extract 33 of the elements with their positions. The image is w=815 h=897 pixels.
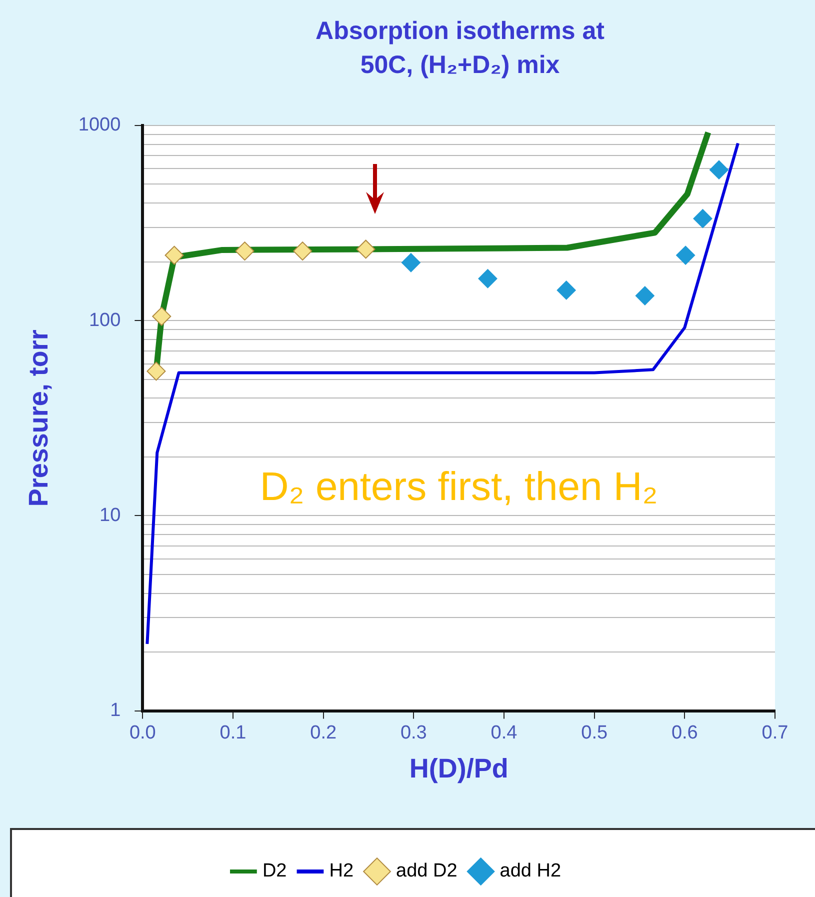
annotation: D₂ enters first, then H₂ [260,465,658,510]
point [146,362,166,381]
x-tick-label: 0.3 [400,722,427,744]
point [293,242,312,261]
x-tick-label: 0.0 [129,722,156,744]
legend-label: D2 [262,860,287,882]
chart-title: Absorption isotherms at 50C, (H₂+D₂) mix [314,16,606,81]
x-axis-title: H(D)/Pd [409,753,508,784]
point [401,253,420,272]
point [478,269,498,288]
point [356,240,376,259]
x-tick-label: 0.7 [762,722,788,744]
x-tick-label: 0.6 [671,722,698,744]
point [676,246,696,265]
point [152,306,172,326]
legend-label: add D2 [396,860,458,882]
point [635,286,654,306]
y-tick-label: 1000 [78,114,121,136]
legend-label: H2 [329,860,354,882]
point [693,209,712,228]
x-tick-label: 0.4 [490,722,518,744]
y-tick-label: 100 [88,310,121,331]
point [709,160,728,180]
y-tick-label: 10 [100,504,121,526]
x-tick-label: 0.2 [310,722,337,744]
y-tick-label: 1 [110,700,121,722]
x-tick-label: 0.1 [220,722,246,744]
legend-label: add H2 [500,860,562,882]
point [164,246,184,265]
y-axis-title: Pressure, torr [24,329,54,507]
point [235,242,254,261]
x-tick-label: 0.5 [581,722,608,744]
point [556,280,576,300]
